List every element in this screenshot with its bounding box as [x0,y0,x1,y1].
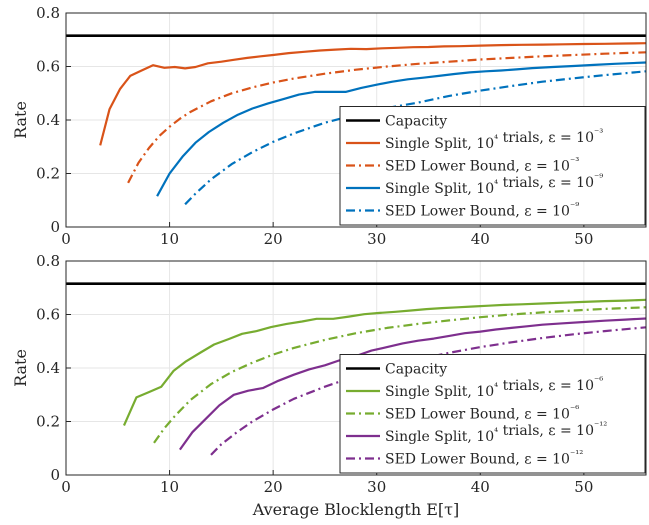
x-tick-label: 20 [264,230,283,248]
series-group [66,282,647,456]
series-line-3 [153,306,647,444]
y-tick-label: 0.4 [36,359,60,377]
y-axis-label: Rate [11,101,30,139]
y-tick-label: 0.2 [36,413,60,431]
legend-label-5: SED Lower Bound, ε = 10⁻⁹ [385,202,579,220]
x-tick-label: 50 [574,478,593,496]
legend-label-2: Single Split, 10⁴ trials, ε = 10⁻⁶ [385,376,603,400]
axes-frame [65,12,647,228]
legend-label-5: SED Lower Bound, ε = 10⁻¹² [385,450,583,468]
x-tick-label: 30 [367,230,386,248]
y-axis-label: Rate [11,349,30,387]
y-tick-label: 0.6 [36,306,60,324]
x-axis-label: Average Blocklength E[τ] [252,500,460,519]
y-tick-label: 0 [50,466,60,484]
chart-panel-2: 0 10 20 30 40 50 0 0.2 0.4 0.6 0.8 Rate Average Bloc… [11,252,647,519]
series-line-5 [210,326,647,456]
y-tick-label: 0.2 [36,165,60,183]
x-tick-label: 0 [61,230,71,248]
series-line-2 [99,42,647,146]
x-tick-label: 50 [574,230,593,248]
x-tick-label: 30 [367,478,386,496]
y-tick-label: 0.8 [36,4,60,22]
legend-box [339,354,646,474]
legend-label-1: Capacity [385,362,447,378]
x-tick-label: 10 [160,230,179,248]
x-tick-label: 0 [61,478,71,496]
y-tick-label: 0.8 [36,252,60,270]
legend-label-4: Single Split, 10⁴ trials, ε = 10⁻⁹ [385,173,603,197]
legend-box [339,106,646,226]
series-line-2 [122,298,647,426]
legend-label-3: SED Lower Bound, ε = 10⁻³ [385,157,579,175]
y-tick-label: 0.4 [36,111,60,129]
legend-label-2: Single Split, 10⁴ trials, ε = 10⁻³ [385,128,603,152]
y-tick-label: 0.6 [36,58,60,76]
series-line-4 [156,61,647,197]
series-line-3 [127,51,647,184]
y-tick-label: 0 [50,218,60,236]
series-line-4 [179,317,647,451]
axes-frame [65,260,647,476]
series-group [66,34,647,206]
x-tick-label: 40 [471,478,490,496]
x-tick-label: 10 [160,478,179,496]
legend-label-4: Single Split, 10⁴ trials, ε = 10⁻¹² [385,421,607,445]
x-tick-label: 40 [471,230,490,248]
legend-label-3: SED Lower Bound, ε = 10⁻⁶ [385,405,579,423]
legend-label-1: Capacity [385,114,447,130]
x-tick-label: 20 [264,478,283,496]
